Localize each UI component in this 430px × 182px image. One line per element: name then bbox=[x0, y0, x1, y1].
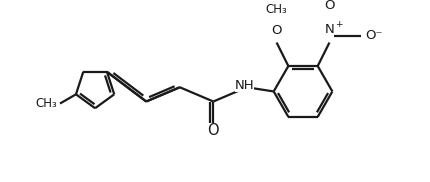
Text: +: + bbox=[335, 20, 343, 29]
Text: O⁻: O⁻ bbox=[366, 29, 383, 42]
Text: N: N bbox=[325, 23, 334, 36]
Text: O: O bbox=[324, 0, 335, 11]
Text: CH₃: CH₃ bbox=[36, 97, 58, 110]
Text: O: O bbox=[208, 123, 219, 138]
Text: CH₃: CH₃ bbox=[266, 3, 288, 16]
Text: O: O bbox=[271, 24, 282, 37]
Text: NH: NH bbox=[234, 79, 254, 92]
